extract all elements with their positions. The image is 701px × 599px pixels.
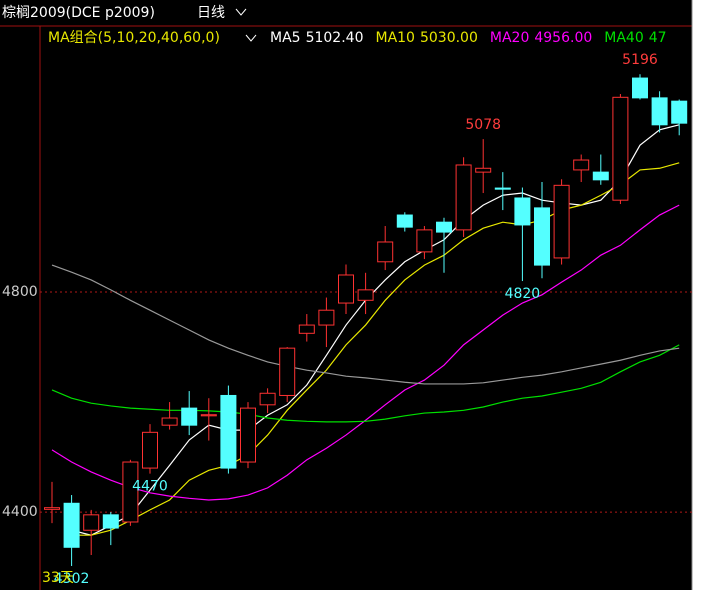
candle-body [122, 461, 139, 523]
ma-line [51, 204, 680, 501]
candle-body [475, 167, 492, 173]
y-tick-label: 4400 [2, 504, 38, 520]
candle-body [200, 414, 217, 417]
chart-title: 棕榈2009(DCE p2009) [2, 5, 155, 21]
candle-body [63, 502, 80, 548]
high-annotation: 5078 [465, 117, 501, 133]
candle-body [298, 324, 315, 334]
candle-body [573, 159, 590, 171]
candle-body [553, 184, 570, 259]
low-annotation: 4820 [505, 286, 541, 302]
low-annotation: 4302 [54, 571, 90, 587]
candle-body [181, 407, 198, 426]
low-annotation: 4470 [132, 479, 168, 495]
y-tick-label: 4800 [2, 284, 38, 300]
candle-body [396, 214, 413, 228]
legend-value: 5030.00 [420, 30, 478, 46]
candle-body [416, 229, 433, 253]
candle-body [651, 97, 668, 126]
legend-name: MA40 [604, 30, 643, 46]
candle-body [83, 514, 100, 531]
candle-body [632, 77, 648, 99]
candle-body [240, 407, 256, 463]
plot-area [40, 74, 692, 566]
period-selector[interactable]: 日线 [197, 5, 225, 21]
high-annotation: 5196 [622, 52, 658, 68]
candle-body [377, 241, 394, 263]
ma-line [51, 264, 680, 385]
candle-body [44, 507, 60, 510]
candle-body [357, 289, 374, 301]
candle-body [220, 394, 237, 469]
legend-name: MA20 [490, 30, 529, 46]
candle-body [612, 96, 629, 201]
candle-body [279, 347, 296, 396]
legend: MA5 5102.40 MA10 5030.00 MA20 4956.00 MA40 47 [270, 30, 667, 46]
ma-line [51, 344, 680, 423]
candle-body [514, 197, 531, 226]
day-count: 33天 [42, 570, 74, 586]
legend-value: 47 [649, 30, 667, 46]
candle-body [455, 164, 472, 231]
legend-value: 4956.00 [534, 30, 592, 46]
candle-body [142, 431, 158, 469]
candle-body [102, 514, 119, 529]
candle-body [338, 274, 354, 304]
legend-name: MA5 [270, 30, 301, 46]
candle-body [318, 309, 335, 326]
candle-body [494, 187, 511, 190]
dropdown-icon[interactable] [245, 34, 257, 42]
legend-value: 5102.40 [306, 30, 364, 46]
candle-body [671, 100, 688, 124]
candle-body [436, 221, 452, 233]
candle-body [534, 207, 550, 266]
candle-body [161, 417, 178, 426]
candle-body [259, 392, 276, 406]
ma-line [71, 124, 680, 536]
dropdown-icon[interactable] [235, 8, 247, 16]
legend-name: MA10 [375, 30, 414, 46]
ma-group[interactable]: MA组合(5,10,20,40,60,0) [48, 30, 220, 46]
candle-body [592, 171, 609, 181]
